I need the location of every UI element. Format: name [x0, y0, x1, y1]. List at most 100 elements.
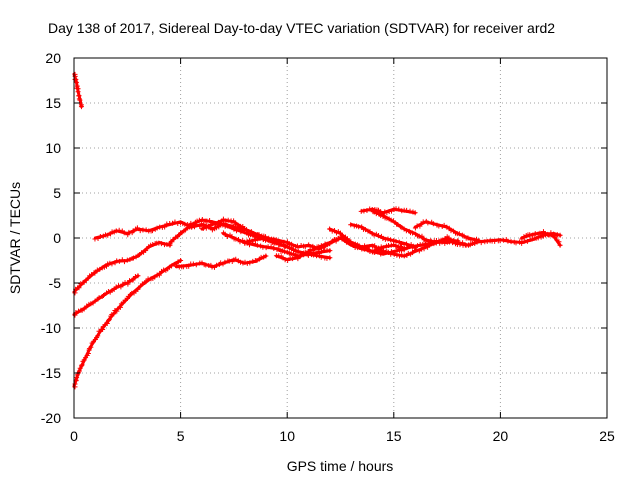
data-point	[88, 344, 94, 350]
data-point	[441, 222, 447, 228]
data-point	[164, 221, 170, 227]
y-axis-label: SDTVAR / TECUs	[7, 182, 23, 294]
data-point	[109, 261, 115, 267]
data-point	[556, 239, 562, 245]
data-point	[97, 266, 103, 272]
data-point	[135, 286, 141, 292]
data-point	[398, 248, 404, 254]
data-point	[137, 228, 143, 234]
data-point	[302, 244, 308, 250]
data-point	[376, 245, 382, 251]
data-point	[72, 290, 78, 296]
data-point	[94, 267, 100, 273]
tick-layer	[73, 57, 608, 419]
data-point	[524, 238, 530, 244]
data-point	[281, 239, 287, 245]
data-point	[362, 243, 368, 249]
data-point	[285, 257, 291, 263]
data-point	[105, 232, 111, 238]
data-series-arc-13	[348, 222, 418, 250]
data-point	[527, 236, 533, 242]
data-point	[409, 230, 415, 236]
data-point	[240, 224, 246, 230]
data-point	[175, 221, 181, 227]
data-point	[111, 287, 117, 293]
data-point	[282, 257, 288, 263]
data-point	[557, 242, 563, 248]
data-layer	[72, 71, 563, 390]
data-point	[85, 275, 91, 281]
data-point	[505, 238, 511, 244]
data-point	[170, 237, 176, 243]
data-point	[101, 264, 107, 270]
data-point	[549, 232, 555, 238]
data-point	[473, 236, 479, 242]
data-series-arc-15	[370, 209, 471, 248]
data-point	[344, 236, 350, 242]
y-tick-label: 10	[45, 140, 61, 156]
data-series-line	[328, 227, 562, 258]
data-point	[166, 241, 172, 247]
data-point	[78, 104, 84, 110]
data-point	[96, 295, 102, 301]
data-point	[295, 256, 301, 262]
data-series-arc-3	[72, 273, 141, 318]
data-point	[460, 240, 466, 246]
data-point	[497, 238, 503, 244]
data-point	[92, 270, 98, 276]
data-series-arc-1	[72, 71, 84, 110]
data-point	[405, 250, 411, 256]
data-point	[125, 281, 131, 287]
data-point	[187, 224, 193, 230]
x-axis-label: GPS time / hours	[287, 458, 394, 474]
data-point	[247, 260, 253, 266]
data-point	[190, 261, 196, 267]
data-point	[232, 221, 238, 227]
data-point	[207, 217, 213, 223]
data-point	[465, 235, 471, 241]
data-series-arc-17	[519, 229, 563, 248]
data-point	[394, 252, 400, 258]
data-point	[250, 258, 256, 264]
data-point	[448, 228, 454, 234]
data-point	[117, 304, 123, 310]
data-point	[92, 298, 98, 304]
data-point	[307, 246, 313, 252]
y-tick-label: -5	[49, 275, 62, 291]
data-point	[199, 216, 205, 222]
data-point	[72, 381, 78, 387]
data-point	[316, 244, 322, 250]
data-point	[557, 232, 563, 238]
data-point	[263, 253, 269, 259]
data-point	[423, 238, 429, 244]
data-point	[521, 234, 527, 240]
data-point	[476, 238, 482, 244]
data-point	[318, 254, 324, 260]
data-point	[154, 225, 160, 231]
data-point	[113, 284, 119, 290]
data-point	[237, 239, 243, 245]
data-point	[398, 244, 404, 250]
data-point	[118, 284, 124, 290]
data-point	[121, 259, 127, 265]
data-point	[256, 232, 262, 238]
data-point	[337, 230, 343, 236]
data-point	[391, 238, 397, 244]
data-point	[298, 243, 304, 249]
data-point	[197, 223, 203, 229]
data-point	[391, 251, 397, 257]
data-point	[381, 245, 387, 251]
data-point	[257, 235, 263, 241]
data-point	[364, 208, 370, 214]
data-point	[366, 244, 372, 250]
grid-layer	[74, 58, 607, 418]
data-point	[130, 277, 136, 283]
data-point	[294, 243, 300, 249]
data-point	[397, 253, 403, 259]
data-point	[74, 85, 80, 91]
data-point	[471, 237, 477, 243]
data-point	[327, 255, 333, 261]
data-point	[79, 362, 85, 368]
data-point	[395, 221, 401, 227]
